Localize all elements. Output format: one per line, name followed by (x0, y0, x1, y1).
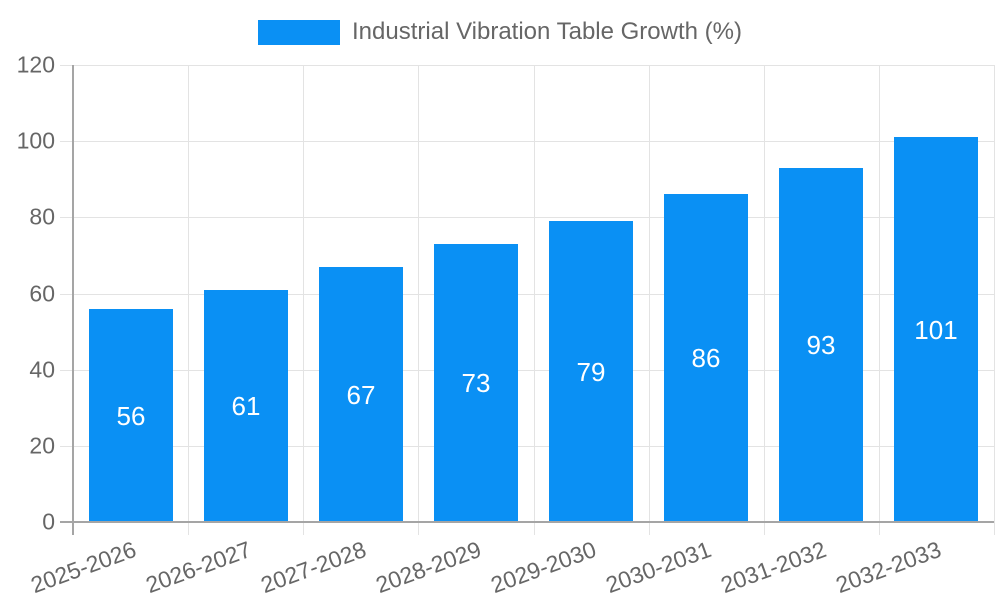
x-tick-label: 2025-2026 (26, 536, 140, 599)
legend-swatch (258, 19, 341, 45)
gridline-horizontal (60, 369, 994, 371)
bar[interactable]: 93 (779, 168, 863, 522)
bar[interactable]: 73 (434, 244, 518, 522)
x-tick-label: 2030-2031 (602, 536, 715, 599)
gridline-vertical (879, 65, 880, 535)
bar-value-label: 67 (346, 379, 376, 410)
bar[interactable]: 67 (319, 267, 403, 522)
x-tick-label: 2029-2030 (487, 536, 600, 599)
bar[interactable]: 86 (664, 194, 748, 522)
gridline-horizontal (60, 293, 994, 295)
gridline-vertical (418, 65, 419, 535)
gridline-vertical (188, 65, 189, 535)
bar[interactable]: 79 (549, 221, 633, 522)
x-axis-line (60, 521, 994, 523)
bar-value-label: 93 (806, 330, 836, 360)
gridline-vertical (649, 65, 650, 535)
y-tick-label: 120 (16, 51, 55, 78)
gridline-horizontal (60, 445, 994, 447)
gridline-horizontal (60, 217, 994, 219)
bar-value-label: 61 (231, 391, 261, 421)
bar-value-label: 101 (914, 314, 958, 345)
gridline-vertical (764, 65, 765, 535)
plot-area: 56 61 67 73 79 86 93 101 (60, 65, 995, 535)
y-tick-label: 80 (29, 203, 55, 230)
x-tick-label: 2028-2029 (372, 536, 485, 599)
bar[interactable]: 61 (204, 290, 288, 522)
gridline-horizontal (60, 141, 994, 143)
y-tick-label: 60 (29, 280, 55, 306)
gridline-vertical (303, 65, 304, 535)
y-axis-line (72, 65, 74, 535)
legend-label: Industrial Vibration Table Growth (%) (352, 18, 742, 45)
x-tick-label: 2032-2033 (832, 536, 945, 599)
bar-value-label: 79 (576, 356, 606, 387)
x-tick-label: 2031-2032 (717, 536, 830, 599)
bar-value-label: 73 (461, 368, 491, 398)
gridline-horizontal (60, 65, 994, 66)
gridline-vertical (534, 65, 535, 535)
y-tick-label: 40 (29, 356, 55, 383)
bar[interactable]: 101 (894, 137, 978, 522)
bar[interactable]: 56 (89, 309, 173, 522)
y-tick-label: 100 (16, 127, 55, 154)
x-tick-label: 2026-2027 (141, 536, 255, 599)
legend[interactable]: Industrial Vibration Table Growth (%) (0, 18, 1000, 46)
bar-value-label: 56 (116, 400, 146, 431)
x-tick-label: 2027-2028 (257, 536, 370, 599)
gridline-vertical (994, 65, 995, 535)
bar-value-label: 86 (691, 343, 721, 373)
y-tick-label: 0 (42, 508, 55, 535)
y-tick-label: 20 (29, 432, 55, 459)
